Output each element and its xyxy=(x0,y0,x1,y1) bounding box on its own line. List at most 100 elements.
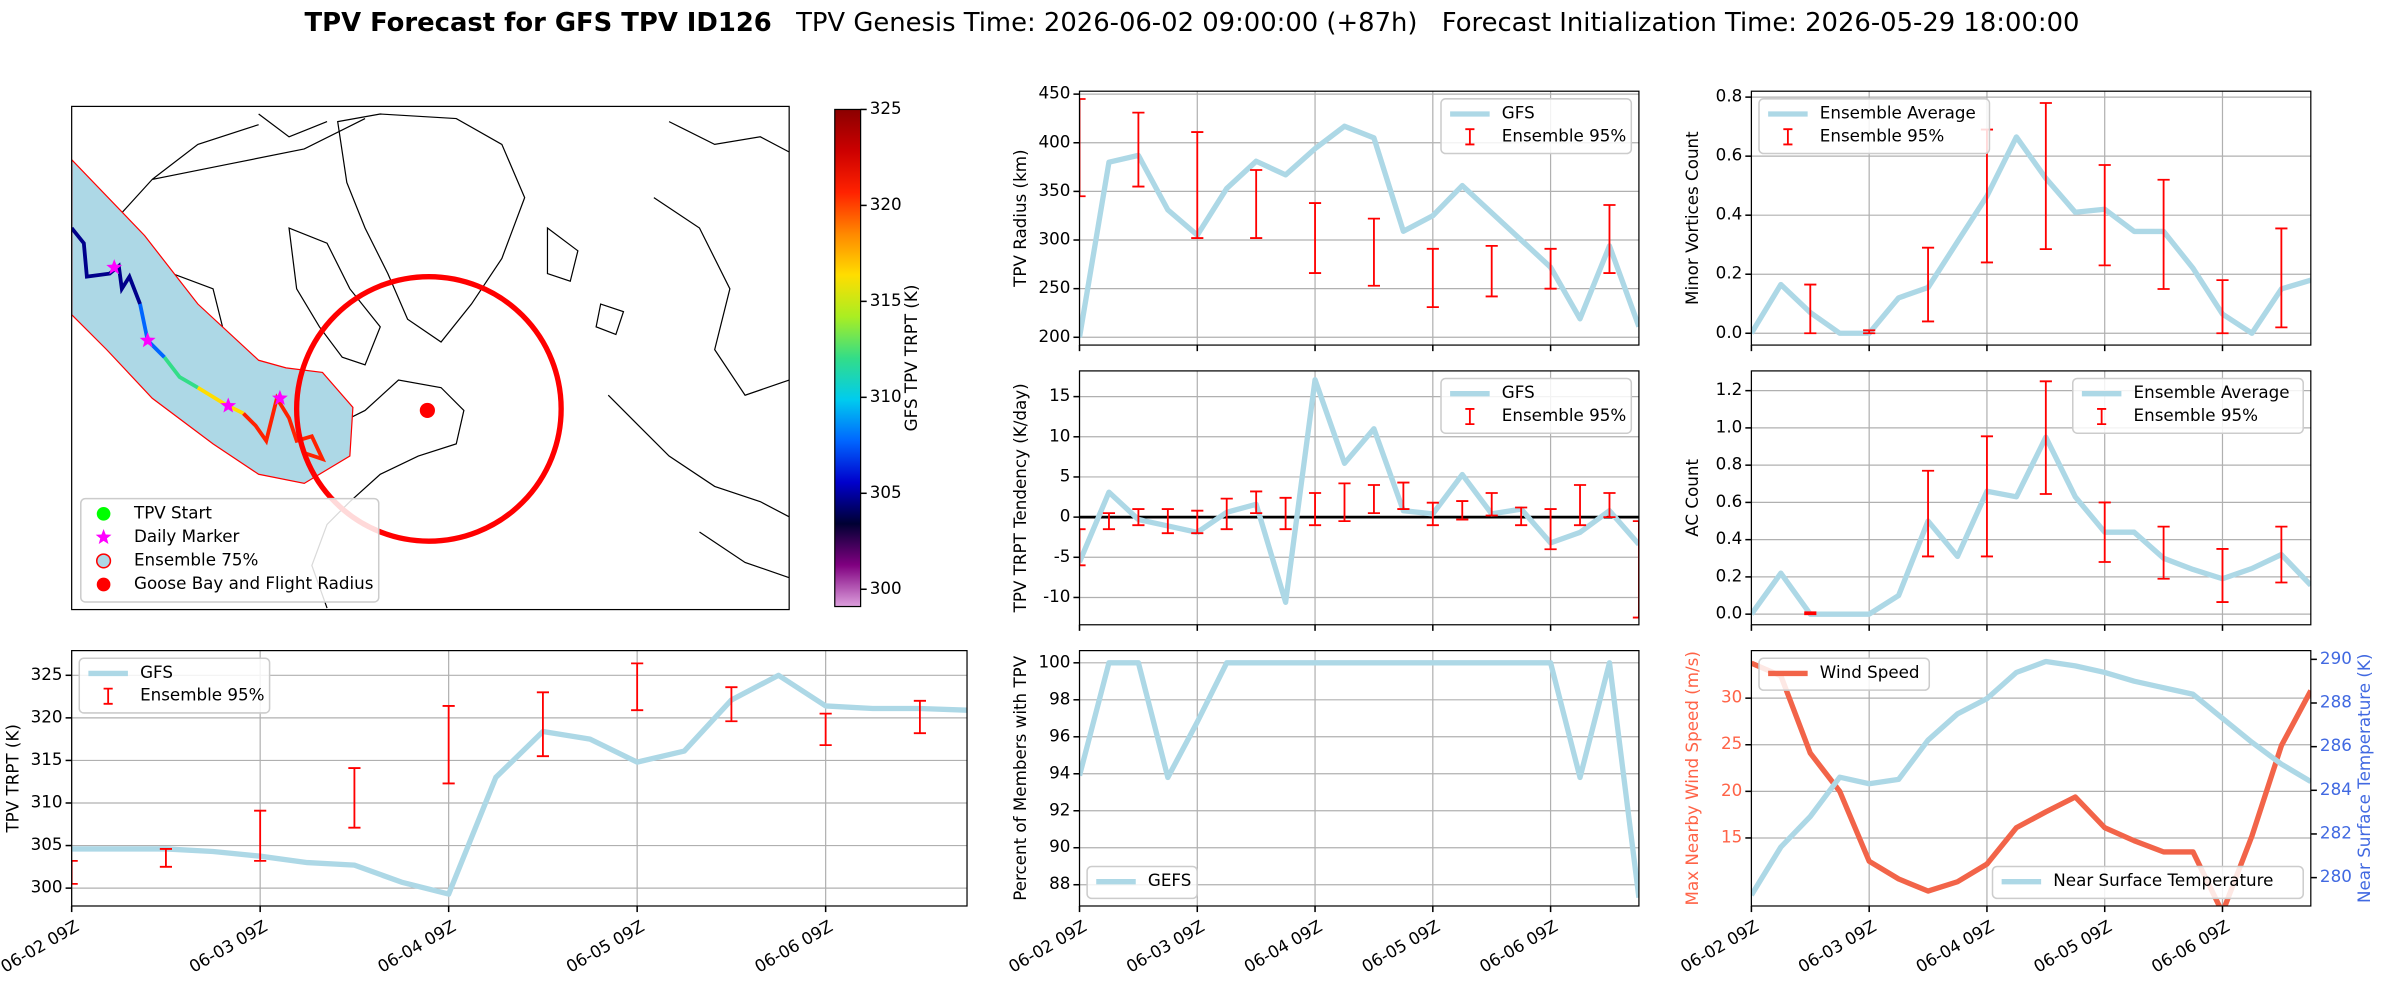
legend-frame xyxy=(1758,657,1931,691)
x-tick-label: 06-05 09Z xyxy=(2030,916,2115,977)
legend-swatch xyxy=(1465,408,1475,426)
plot-frame xyxy=(1750,90,2312,346)
error-bar xyxy=(536,691,549,758)
y-axis-label: TPV TRPT (K) xyxy=(2,724,22,834)
error-bar xyxy=(1102,512,1116,531)
error-bar xyxy=(1191,509,1204,535)
y-tick-label: 0.4 xyxy=(1716,528,1743,548)
error-bar xyxy=(1863,329,1876,335)
x-tick-label: 06-06 09Z xyxy=(751,916,836,977)
error-bar xyxy=(2039,380,2052,495)
error-bar xyxy=(913,699,926,735)
error-bar xyxy=(1515,506,1528,527)
colorbar-tick-label: 310 xyxy=(870,386,902,406)
y-tick-label: 10 xyxy=(1049,425,1070,445)
legend-swatch xyxy=(1465,128,1475,146)
legend-label: Ensemble 95% xyxy=(2134,405,2258,425)
error-bar xyxy=(2157,178,2170,290)
error-bar xyxy=(1544,247,1557,290)
legend-frame xyxy=(80,497,380,603)
colorbar-tick-label: 315 xyxy=(870,290,902,310)
y-tick-label: 300 xyxy=(31,877,63,897)
error-bar xyxy=(1804,611,1817,616)
error-bar xyxy=(1485,244,1498,298)
error-bar xyxy=(348,767,361,829)
error-bar xyxy=(1921,246,1935,323)
error-bar xyxy=(71,859,78,885)
error-bar xyxy=(1191,131,1204,239)
legend-marker xyxy=(95,553,112,569)
y-tick-label: 310 xyxy=(31,791,63,811)
legend-label: Goose Bay and Flight Radius xyxy=(134,573,373,593)
y-tick-label: 350 xyxy=(1038,180,1070,200)
y-tick-label: 1.0 xyxy=(1716,416,1743,436)
error-bar xyxy=(2216,279,2229,335)
y-axis-label: AC Count xyxy=(1682,459,1702,537)
y-tick-label: 315 xyxy=(31,749,63,769)
error-bar xyxy=(1079,98,1086,198)
y-tick-label: 100 xyxy=(1038,651,1070,671)
error-bar xyxy=(2157,525,2170,580)
legend-swatch xyxy=(1783,128,1793,146)
error-bar xyxy=(1367,217,1381,287)
legend-label: TPV Start xyxy=(133,502,212,522)
error-bar xyxy=(1632,520,1639,619)
error-bar xyxy=(1308,492,1322,527)
daily-marker xyxy=(106,259,123,275)
y-axis-label: Minor Vortices Count xyxy=(1682,131,1702,305)
plot-frame xyxy=(1750,650,2312,907)
legend-label: Near Surface Temperature xyxy=(2053,870,2273,890)
legend-marker xyxy=(96,506,111,521)
legend-frame xyxy=(1991,865,2304,900)
y-axis-label: TPV Radius (km) xyxy=(1010,149,1030,287)
plot-area xyxy=(1751,380,2311,617)
legend-label: GEFS xyxy=(1148,870,1191,890)
error-bar xyxy=(1426,501,1439,527)
x-tick-label: 06-02 09Z xyxy=(0,916,82,977)
colorbar-label: GFS TPV TRPT (K) xyxy=(901,285,921,432)
y-tick-label: -10 xyxy=(1043,586,1070,606)
y-axis-label: Max Nearby Wind Speed (m/s) xyxy=(1682,651,1702,905)
y-tick-label: 0.2 xyxy=(1716,263,1743,283)
error-bar xyxy=(1308,202,1322,275)
error-bar xyxy=(1804,283,1817,335)
line xyxy=(1079,377,1639,605)
colorbar xyxy=(834,108,862,608)
legend-label: Ensemble Average xyxy=(2134,382,2290,402)
x-tick-label: 06-05 09Z xyxy=(1358,916,1443,977)
error-bar xyxy=(442,705,455,785)
y-tick-label: 15 xyxy=(1721,826,1742,846)
y-tick-label: 200 xyxy=(1038,326,1070,346)
x-tick-label: 06-06 09Z xyxy=(1476,916,1561,977)
y2-tick-label: 282 xyxy=(2320,822,2352,842)
error-bar xyxy=(1250,169,1263,239)
x-tick-label: 06-04 09Z xyxy=(374,916,459,977)
legend-label: GFS xyxy=(1502,382,1535,402)
line xyxy=(1079,660,1639,899)
y-tick-label: 300 xyxy=(1038,229,1070,249)
y-tick-label: 0.0 xyxy=(1716,322,1743,342)
figure-title: TPV Forecast for GFS TPV ID126 TPV Genesi… xyxy=(305,7,2080,37)
error-bar xyxy=(1132,111,1145,188)
error-bar xyxy=(725,686,738,723)
error-bar xyxy=(1367,484,1381,515)
x-tick-label: 06-02 09Z xyxy=(1005,916,1090,977)
plot-frame xyxy=(1078,370,1640,626)
y2-axis-label: Near Surface Temperature (K) xyxy=(2354,654,2374,903)
error-bar xyxy=(1573,484,1587,527)
y-tick-label: 20 xyxy=(1721,780,1742,800)
error-bar xyxy=(1921,469,1935,558)
error-bar xyxy=(2275,525,2288,584)
error-bar xyxy=(1397,481,1410,511)
colorbar-tick-label: 305 xyxy=(870,482,902,502)
line xyxy=(1751,434,2311,617)
error-bar xyxy=(1220,497,1233,531)
legend-label: Ensemble 95% xyxy=(1502,405,1626,425)
y-axis-label: TPV TRPT Tendency (K/day) xyxy=(1010,383,1030,613)
y-tick-label: 96 xyxy=(1049,725,1070,745)
x-tick-label: 06-03 09Z xyxy=(1794,916,1879,977)
coastline xyxy=(607,121,790,579)
plot-area xyxy=(1751,102,2311,336)
legend-frame xyxy=(2071,377,2304,434)
